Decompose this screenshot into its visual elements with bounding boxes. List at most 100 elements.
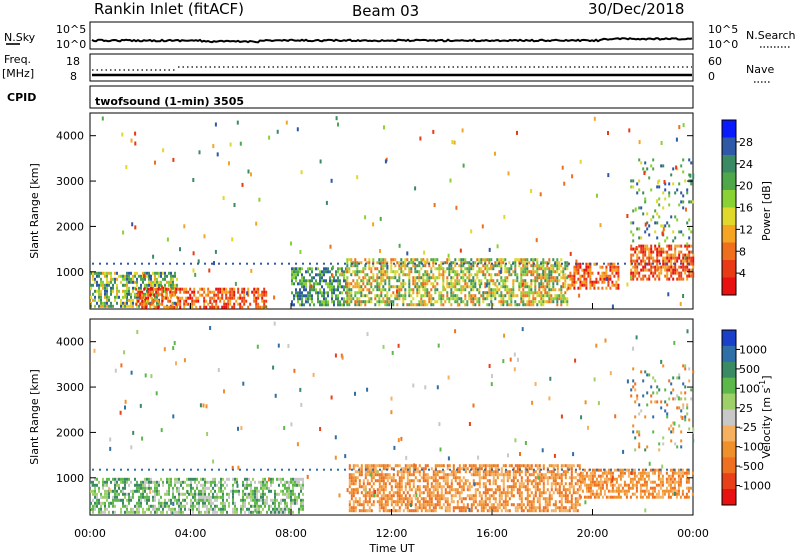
range-cell [410, 303, 413, 307]
range-cell [106, 298, 108, 302]
range-cell [291, 270, 293, 274]
range-cell [452, 261, 455, 265]
range-cell [464, 506, 467, 510]
range-cell [508, 509, 511, 513]
range-cell [297, 291, 299, 295]
range-cell [647, 471, 650, 475]
range-cell [446, 509, 449, 513]
range-cell [446, 479, 449, 483]
range-cell [96, 477, 98, 481]
range-cell [412, 288, 415, 292]
range-cell [303, 294, 305, 298]
range-cell [488, 258, 491, 262]
range-cell [424, 503, 427, 507]
range-cell [158, 501, 160, 505]
range-cell [290, 495, 292, 499]
range-cell [372, 470, 375, 474]
range-cell [462, 503, 465, 507]
range-cell [140, 501, 142, 505]
range-cell [267, 262, 269, 265]
range-cell [518, 258, 521, 262]
range-cell [488, 482, 491, 486]
range-cell [412, 482, 415, 486]
range-cell [124, 480, 126, 484]
range-cell [116, 477, 118, 481]
range-cell [539, 192, 542, 197]
range-cell [350, 506, 353, 510]
range-cell [558, 491, 561, 495]
range-cell [272, 498, 274, 502]
range-cell [206, 504, 208, 508]
range-cell [564, 482, 567, 486]
range-cell [589, 283, 592, 287]
range-cell [428, 297, 431, 301]
range-cell [364, 464, 367, 468]
range-cell [392, 258, 395, 262]
range-cell [478, 270, 481, 274]
range-cell [94, 486, 96, 490]
range-cell [388, 297, 391, 301]
range-cell [519, 262, 521, 265]
range-cell [346, 291, 349, 295]
range-cell [558, 261, 561, 265]
range-cell [486, 509, 489, 513]
range-cell [280, 489, 282, 493]
range-cell [163, 305, 166, 309]
range-cell [668, 277, 671, 281]
range-cell [424, 264, 427, 268]
range-cell [170, 483, 172, 487]
range-cell [114, 495, 116, 499]
range-cell [134, 504, 136, 508]
range-cell [455, 205, 458, 210]
range-cell [290, 241, 292, 246]
range-cell [550, 470, 553, 474]
range-cell [256, 498, 258, 502]
range-cell [482, 491, 485, 495]
range-cell [452, 285, 455, 289]
range-cell [167, 305, 170, 309]
range-cell [392, 291, 395, 295]
range-cell [392, 303, 395, 307]
range-cell [360, 464, 363, 468]
range-cell [589, 277, 592, 281]
range-cell [448, 267, 451, 271]
range-cell [470, 264, 473, 268]
range-cell [422, 491, 425, 495]
range-cell [116, 292, 118, 296]
range-cell [611, 495, 614, 499]
range-cell [504, 494, 507, 498]
range-cell [546, 476, 549, 480]
range-cell [382, 285, 385, 289]
range-cell [96, 495, 98, 499]
range-cell [667, 474, 670, 478]
range-cell [530, 467, 533, 471]
range-cell [412, 258, 415, 262]
range-cell [144, 292, 146, 296]
range-cell [134, 131, 137, 136]
range-cell [256, 504, 258, 508]
range-cell [406, 303, 409, 307]
range-cell [424, 303, 427, 307]
range-cell [302, 498, 304, 502]
range-cell [180, 483, 182, 487]
range-cell [233, 290, 236, 294]
range-cell [450, 270, 453, 274]
range-cell [484, 476, 487, 480]
range-cell [100, 507, 102, 511]
range-cell [372, 273, 375, 277]
range-cell [607, 489, 610, 493]
range-cell [422, 500, 425, 504]
range-cell [376, 500, 379, 504]
range-cell [454, 273, 457, 277]
range-cell [568, 464, 571, 468]
range-cell [106, 480, 108, 484]
range-cell [128, 298, 130, 302]
range-cell [542, 297, 545, 301]
range-cell [560, 506, 563, 510]
range-cell [686, 274, 689, 278]
range-cell [416, 294, 419, 298]
range-cell [669, 495, 672, 499]
range-cell [331, 282, 333, 286]
range-cell [298, 507, 300, 511]
range-cell [506, 288, 509, 292]
